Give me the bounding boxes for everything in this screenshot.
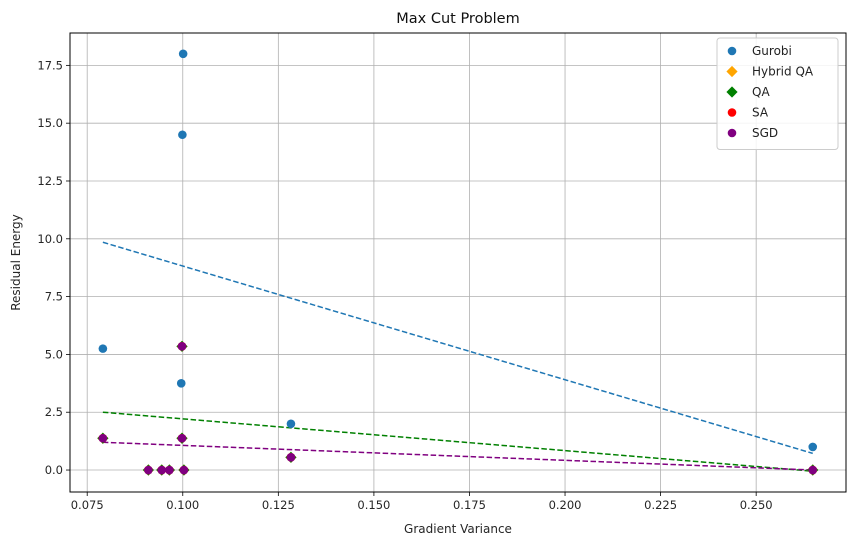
sgd-point: [808, 465, 818, 475]
y-tick-label: 10.0: [37, 232, 63, 246]
legend-qa-label: QA: [752, 85, 770, 99]
legend-gurobi-marker: [727, 46, 737, 56]
legend-box: [716, 37, 839, 150]
sgd-point: [157, 465, 167, 475]
legend-hybrid-qa-marker: [726, 65, 738, 78]
legend-gurobi-label: Gurobi: [752, 44, 792, 58]
sgd-point: [286, 453, 296, 462]
sgd-point: [177, 433, 187, 443]
y-tick-label: 5.0: [45, 347, 63, 361]
sgd-point: [165, 465, 174, 475]
x-tick-label: 0.150: [357, 498, 390, 512]
qa-trend-line: [102, 411, 813, 472]
data-points: [97, 49, 819, 476]
y-tick-label: 12.5: [37, 174, 63, 188]
x-tick-label: 0.175: [453, 498, 486, 512]
x-tick-label: 0.125: [262, 498, 295, 512]
legend-sa-label: SA: [752, 106, 769, 120]
x-tick-label: 0.100: [166, 498, 199, 512]
legend-sgd-marker: [727, 128, 737, 138]
x-axis-title: Gradient Variance: [404, 522, 512, 536]
x-tick-label: 0.250: [740, 498, 773, 512]
legend: Gurobi Hybrid QA QA SA SGD: [716, 37, 839, 150]
gurobi-point: [286, 419, 296, 429]
axis-ticks: 0.075 0.100 0.125 0.150 0.175 0.200 0.225 0.250…: [37, 58, 772, 512]
gurobi-point: [98, 344, 108, 353]
x-tick-label: 0.200: [549, 498, 582, 512]
gurobi-point: [178, 130, 187, 140]
sgd-point: [144, 465, 153, 475]
gurobi-point: [178, 49, 188, 59]
legend-qa-marker: [726, 86, 738, 98]
x-tick-label: 0.075: [71, 498, 104, 512]
chart-title: Max Cut Problem: [396, 11, 519, 27]
legend-hybrid-qa-label: Hybrid QA: [752, 65, 814, 79]
gurobi-point: [176, 379, 186, 388]
y-tick-label: 15.0: [37, 116, 63, 130]
sgd-point: [177, 342, 187, 351]
sgd-point: [98, 433, 108, 443]
y-tick-label: 2.5: [45, 405, 63, 419]
sgd-point: [179, 465, 189, 475]
x-tick-label: 0.225: [644, 498, 677, 512]
sgd-trend-line: [102, 441, 813, 471]
trend-lines: [102, 241, 813, 472]
gurobi-trend-line: [102, 241, 813, 455]
legend-sa-marker: [727, 108, 737, 117]
gurobi-point: [808, 442, 818, 452]
y-tick-label: 0.0: [45, 463, 63, 477]
y-tick-label: 7.5: [45, 290, 63, 304]
y-tick-label: 17.5: [37, 58, 63, 72]
y-axis-title: Residual Energy: [9, 214, 23, 311]
plot-area-frame: [69, 32, 847, 493]
legend-sgd-label: SGD: [752, 126, 778, 140]
